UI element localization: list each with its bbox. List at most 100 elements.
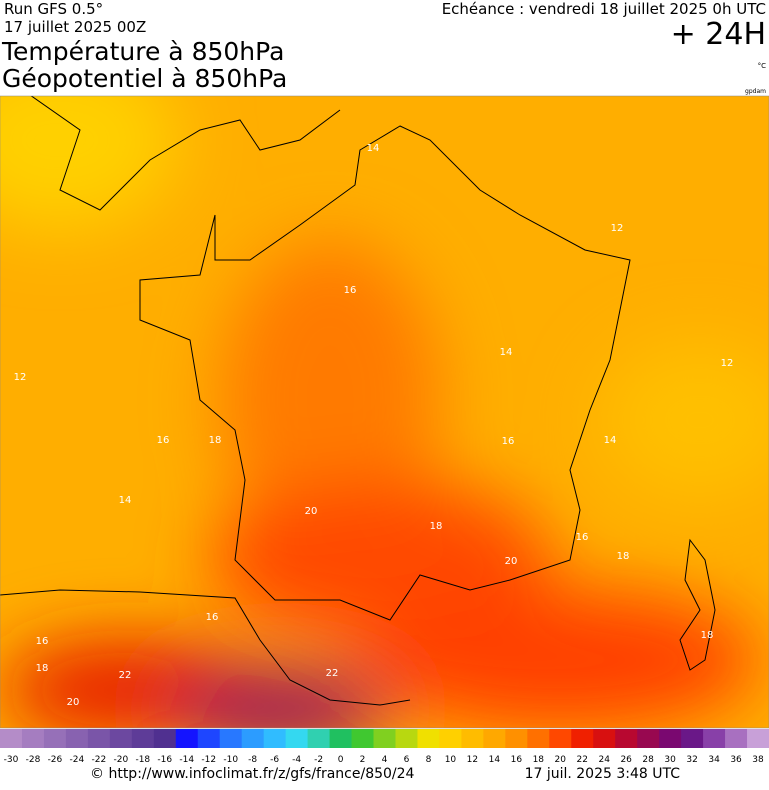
colorbar-swatch <box>197 729 221 748</box>
colorbar-swatch <box>681 729 704 748</box>
contour-label: 12 <box>611 223 624 234</box>
contour-labels: 14 12 16 12 14 12 16 18 14 16 14 20 18 16 20 18 16 16 18 18… <box>14 143 734 708</box>
coastline <box>0 589 411 706</box>
contour-label: 12 <box>721 358 734 369</box>
contour-label: 20 <box>305 506 318 517</box>
colorbar-label: -24 <box>70 755 85 765</box>
contour-label: 16 <box>157 435 170 446</box>
corsica-outline <box>679 538 716 671</box>
colorbar-label: -20 <box>113 755 128 765</box>
colorbar-swatch <box>65 729 89 748</box>
colorbar-label: 4 <box>382 755 388 765</box>
contour-label: 14 <box>119 495 132 506</box>
colorbar-label: -16 <box>157 755 172 765</box>
colorbar-swatch <box>153 729 177 748</box>
contour-label: 16 <box>502 436 515 447</box>
contour-label: 12 <box>14 372 27 383</box>
contour-label: 16 <box>36 636 49 647</box>
contour-label: 16 <box>576 532 589 543</box>
colorbar-swatch <box>87 729 111 748</box>
colorbar-swatch <box>43 729 67 748</box>
colorbar-swatch <box>637 729 660 748</box>
colorbar-swatch <box>307 729 331 748</box>
contour-label: 18 <box>617 551 630 562</box>
colorbar-swatch <box>285 729 309 748</box>
colorbar-label: 14 <box>489 755 501 765</box>
colorbar: -30 -28 -26 -24 -22 -20 -18 -16 -14 -12 -10 -8 -6 -4-… <box>0 729 769 765</box>
colorbar-label: -8 <box>248 755 257 765</box>
run-date: 17 juillet 2025 00Z <box>4 18 146 36</box>
colorbar-swatch <box>703 729 726 748</box>
colorbar-label: 26 <box>620 755 632 765</box>
source-url: © http://www.infoclimat.fr/z/gfs/france/… <box>90 766 415 782</box>
contour-label: 22 <box>326 668 339 679</box>
colorbar-swatch <box>131 729 155 748</box>
map-frame <box>0 95 769 729</box>
colorbar-label: 38 <box>752 755 764 765</box>
colorbar-label: -12 <box>201 755 216 765</box>
contour-label: 14 <box>500 347 513 358</box>
contour-label: 16 <box>344 285 357 296</box>
colorbar-label: 20 <box>555 755 567 765</box>
colorbar-label: 0 <box>338 755 344 765</box>
echeance: Echéance : vendredi 18 juillet 2025 0h U… <box>442 0 766 18</box>
colorbar-label: 30 <box>664 755 676 765</box>
temperature-field <box>0 96 769 728</box>
colorbar-swatch <box>0 729 23 748</box>
colorbar-label: 10 <box>445 755 457 765</box>
lead-time: + 24H <box>671 17 766 52</box>
coastline <box>30 96 341 211</box>
colorbar-swatch <box>593 729 616 748</box>
colorbar-swatch <box>527 729 550 748</box>
contour-label: 18 <box>209 435 222 446</box>
colorbar-label: 12 <box>467 755 478 765</box>
colorbar-label: 28 <box>642 755 654 765</box>
colorbar-label: 18 <box>533 755 545 765</box>
colorbar-label: 8 <box>426 755 432 765</box>
colorbar-swatch <box>219 729 243 748</box>
unit: °C <box>758 62 767 70</box>
colorbar-swatch <box>439 729 462 748</box>
colorbar-swatch <box>747 729 769 748</box>
colorbar-label: -10 <box>223 755 238 765</box>
contour-label: 14 <box>604 435 617 446</box>
colorbar-swatch <box>373 729 396 748</box>
run: Run GFS 0.5° <box>4 0 103 18</box>
colorbar-label: 32 <box>686 755 697 765</box>
colorbar-label: 36 <box>730 755 742 765</box>
france-outline <box>139 125 631 621</box>
colorbar-label: -6 <box>270 755 279 765</box>
contour-label: 18 <box>36 663 49 674</box>
contour-label: 18 <box>430 521 443 532</box>
colorbar-label: -30 <box>4 755 19 765</box>
colorbar-label: -28 <box>26 755 41 765</box>
colorbar-label: -14 <box>179 755 194 765</box>
colorbar-label: -4 <box>292 755 301 765</box>
colorbar-swatch <box>417 729 440 748</box>
colorbar-swatch <box>483 729 506 748</box>
title: Température à 850hPa <box>1 37 284 66</box>
generation-time: 17 juil. 2025 3:48 UTC <box>525 766 681 782</box>
colorbar-swatch <box>395 729 418 748</box>
colorbar-label: 22 <box>577 755 588 765</box>
colorbar-swatch <box>329 729 353 748</box>
colorbar-swatch <box>351 729 375 748</box>
colorbar-swatch <box>505 729 528 748</box>
colorbar-swatch <box>725 729 748 748</box>
colorbar-swatch <box>571 729 594 748</box>
colorbar-swatch <box>241 729 265 748</box>
colorbar-label: 24 <box>598 755 610 765</box>
colorbar-swatch <box>659 729 682 748</box>
contour-label: 16 <box>206 612 219 623</box>
title: Géopotentiel à 850hPa <box>2 64 287 93</box>
contour-label: 20 <box>67 697 80 708</box>
contour-label: 18 <box>701 630 714 641</box>
colorbar-label: 6 <box>404 755 410 765</box>
colorbar-swatch <box>461 729 484 748</box>
colorbar-swatch <box>21 729 45 748</box>
colorbar-label: -18 <box>135 755 150 765</box>
colorbar-label: 16 <box>511 755 523 765</box>
colorbar-label: -2 <box>314 755 323 765</box>
